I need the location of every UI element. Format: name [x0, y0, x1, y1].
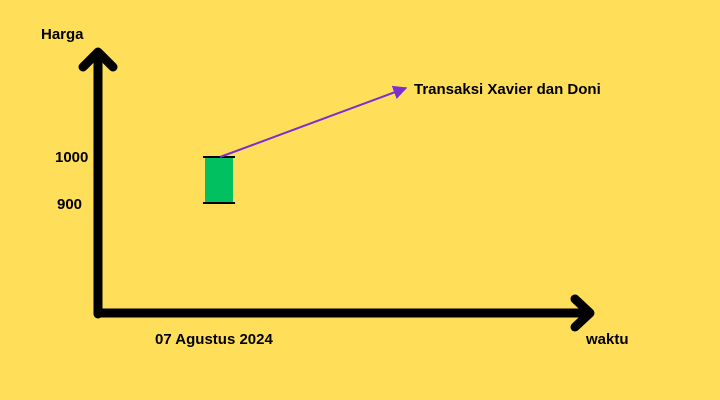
x-tick-label: 07 Agustus 2024 [155, 331, 273, 348]
annotation-label: Transaksi Xavier dan Doni [414, 81, 601, 98]
annotation-arrow [219, 85, 408, 158]
y-axis-arrowhead [78, 47, 118, 72]
x-axis-arrowhead [570, 294, 595, 332]
x-axis-label: waktu [585, 331, 629, 348]
y-axis-label: Harga [41, 26, 84, 43]
candle-body [205, 157, 233, 203]
y-tick-label-900: 900 [57, 196, 82, 213]
y-tick-label-1000: 1000 [55, 149, 88, 166]
